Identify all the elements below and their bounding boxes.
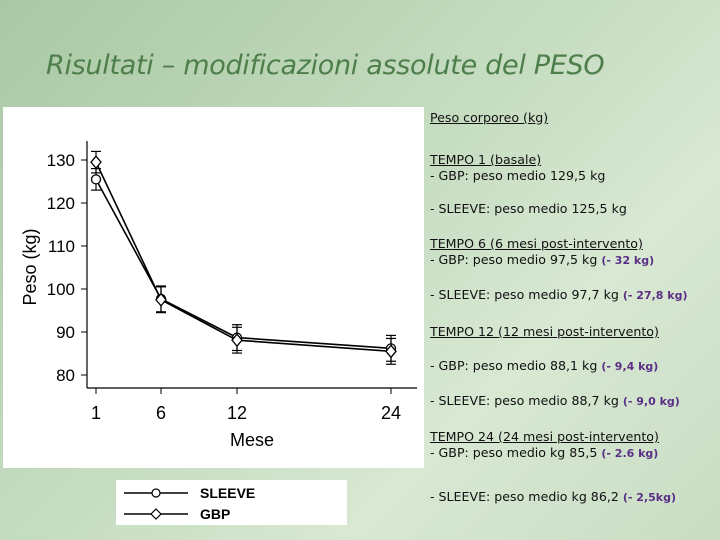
t12-sleeve: - SLEEVE: peso medio 88,7 kg <box>430 393 619 408</box>
series-gbp <box>90 150 397 365</box>
y-axis-label: Peso (kg) <box>20 228 40 305</box>
t6-gbp: - GBP: peso medio 97,5 kg <box>430 252 598 267</box>
legend-label: GBP <box>200 506 230 522</box>
t6-title: TEMPO 6 (6 mesi post-intervento) <box>430 236 643 251</box>
t24-gbp-row: - GBP: peso medio kg 85,5 (- 2.6 kg) <box>430 445 658 462</box>
t24-title: TEMPO 24 (24 mesi post-intervento) <box>430 429 659 444</box>
t24-sleeve-delta: (- 2,5kg) <box>622 491 677 504</box>
t12-gbp-delta: (- 9,4 kg) <box>601 360 659 373</box>
t1-title: TEMPO 1 (basale) <box>430 152 542 167</box>
t6-sleeve-delta: (- 27,8 kg) <box>622 289 688 302</box>
x-tick-label: 6 <box>156 403 166 423</box>
t1-sleeve: - SLEEVE: peso medio 125,5 kg <box>430 201 627 216</box>
chart-panel: 80 90 100 110 120 130 1 6 12 24 Mese Peso (kg) <box>3 107 424 468</box>
t24-gbp-delta: (- 2.6 kg) <box>601 447 659 460</box>
data-point-diamond <box>231 333 243 348</box>
series-line <box>95 161 392 353</box>
y-tick-label: 130 <box>47 151 75 170</box>
x-tick-label: 24 <box>381 403 401 423</box>
y-tick-label: 90 <box>56 323 75 342</box>
t12-gbp: - GBP: peso medio 88,1 kg <box>430 358 598 373</box>
t24-gbp: - GBP: peso medio kg 85,5 <box>430 445 598 460</box>
x-tick-label: 1 <box>91 403 101 423</box>
legend-label: SLEEVE <box>200 485 255 501</box>
t24-sleeve-row: - SLEEVE: peso medio kg 86,2 (- 2,5kg) <box>430 489 676 506</box>
series-sleeve <box>90 167 397 362</box>
series-line <box>95 178 392 350</box>
t6-gbp-row: - GBP: peso medio 97,5 kg (- 32 kg) <box>430 252 654 269</box>
chart-legend: SLEEVE GBP <box>116 480 347 525</box>
data-point-diamond <box>385 344 397 359</box>
t12-sleeve-delta: (- 9,0 kg) <box>622 395 680 408</box>
x-axis-label: Mese <box>230 430 274 450</box>
y-tick-label: 120 <box>47 194 75 213</box>
t12-title: TEMPO 12 (12 mesi post-intervento) <box>430 324 659 339</box>
legend-marker-diamond <box>150 508 162 520</box>
t6-sleeve-row: - SLEEVE: peso medio 97,7 kg (- 27,8 kg) <box>430 287 687 304</box>
data-point-diamond <box>155 292 167 307</box>
t12-sleeve-row: - SLEEVE: peso medio 88,7 kg (- 9,0 kg) <box>430 393 680 410</box>
t6-gbp-delta: (- 32 kg) <box>601 254 655 267</box>
slide-title: Risultati – modificazioni assolute del P… <box>46 50 605 81</box>
legend-marker-circle <box>151 488 161 498</box>
notes-header: Peso corporeo (kg) <box>430 110 549 125</box>
y-tick-label: 100 <box>47 280 75 299</box>
data-point-circle <box>90 174 102 185</box>
data-point-diamond <box>90 155 102 170</box>
legend-svg: SLEEVE GBP <box>124 485 255 522</box>
y-tick-label: 110 <box>48 237 75 256</box>
weight-line-chart: 80 90 100 110 120 130 1 6 12 24 Mese Peso (kg) <box>20 141 417 450</box>
t12-gbp-row: - GBP: peso medio 88,1 kg (- 9,4 kg) <box>430 358 658 375</box>
y-tick-label: 80 <box>56 366 75 385</box>
x-tick-label: 12 <box>227 403 247 423</box>
t1-gbp: - GBP: peso medio 129,5 kg <box>430 168 606 183</box>
t24-sleeve: - SLEEVE: peso medio kg 86,2 <box>430 489 619 504</box>
t6-sleeve: - SLEEVE: peso medio 97,7 kg <box>430 287 619 302</box>
